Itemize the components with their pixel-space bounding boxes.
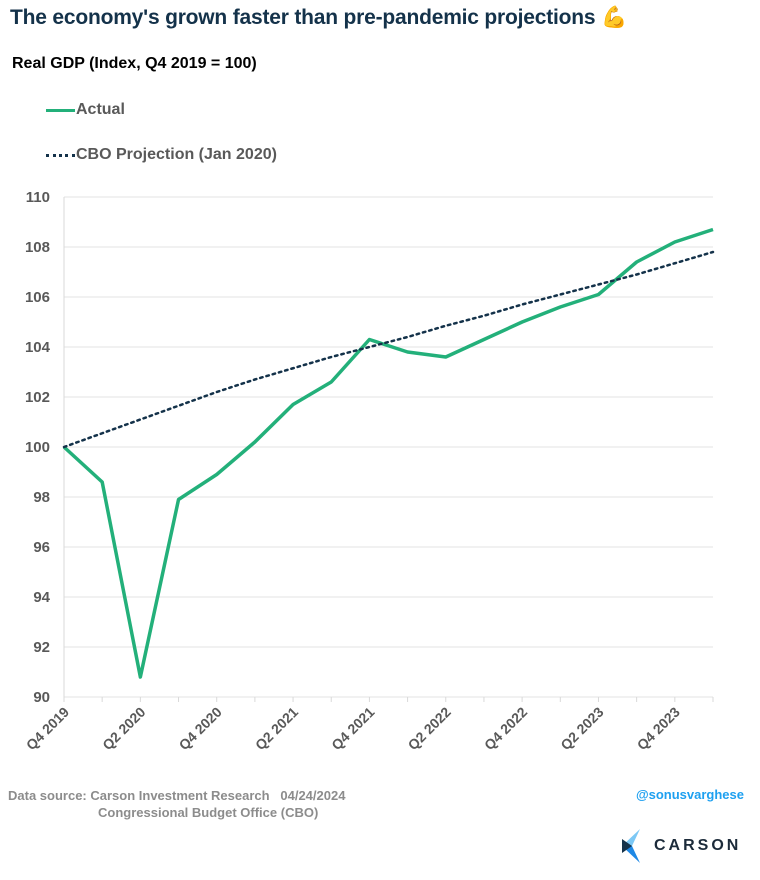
legend-label: CBO Projection (Jan 2020) <box>76 146 277 163</box>
series-line-cbo-projection <box>62 250 715 449</box>
x-tick-label: Q2 2021 <box>252 704 301 753</box>
x-tick-label: Q4 2020 <box>176 704 225 753</box>
x-tick-label: Q4 2019 <box>23 704 72 753</box>
y-tick-label: 96 <box>33 539 50 556</box>
carson-logo-icon <box>622 829 640 863</box>
source-line: Congressional Budget Office (CBO) <box>98 805 319 820</box>
y-tick-label: 92 <box>33 639 50 656</box>
legend-item-actual: Actual <box>46 101 125 119</box>
source-line: Data source: Carson Investment Research … <box>8 788 346 803</box>
legend-item-cbo: CBO Projection (Jan 2020) <box>46 146 277 164</box>
carson-logo: CARSON <box>622 829 741 863</box>
x-tick-label: Q2 2020 <box>99 704 148 753</box>
line-chart: 90 92 94 96 98 100 102 104 106 108 110 Q4 2019 Q2 20… <box>23 189 715 753</box>
logo-text: CARSON <box>654 837 742 854</box>
y-tick-label: 98 <box>33 489 50 506</box>
y-tick-label: 94 <box>33 589 50 606</box>
flexed-biceps-icon: 💪 <box>601 6 627 29</box>
legend-swatch-dotted <box>46 153 75 157</box>
x-tick-label: Q4 2023 <box>634 704 683 753</box>
y-axis-label: Real GDP (Index, Q4 2019 = 100) <box>12 55 257 72</box>
series-line-actual <box>62 227 714 679</box>
x-tick-label: Q4 2021 <box>328 704 377 753</box>
y-tick-label: 102 <box>25 389 50 406</box>
x-tick-label: Q2 2023 <box>557 704 606 753</box>
y-tick-label: 100 <box>25 439 50 456</box>
legend-label: Actual <box>76 101 125 118</box>
x-tick-label: Q2 2022 <box>405 704 454 753</box>
y-tick-label: 108 <box>25 239 50 256</box>
x-tick-label: Q4 2022 <box>481 704 530 753</box>
y-tick-label: 110 <box>26 189 50 206</box>
y-tick-label: 90 <box>33 689 50 706</box>
chart-title: The economy's grown faster than pre-pand… <box>10 6 627 29</box>
legend-swatch-solid <box>46 108 75 112</box>
y-tick-label: 104 <box>25 339 51 356</box>
author-handle[interactable]: @sonusvarghese <box>635 787 744 802</box>
y-tick-label: 106 <box>25 289 50 306</box>
data-source: Data source: Carson Investment Research … <box>8 787 345 821</box>
